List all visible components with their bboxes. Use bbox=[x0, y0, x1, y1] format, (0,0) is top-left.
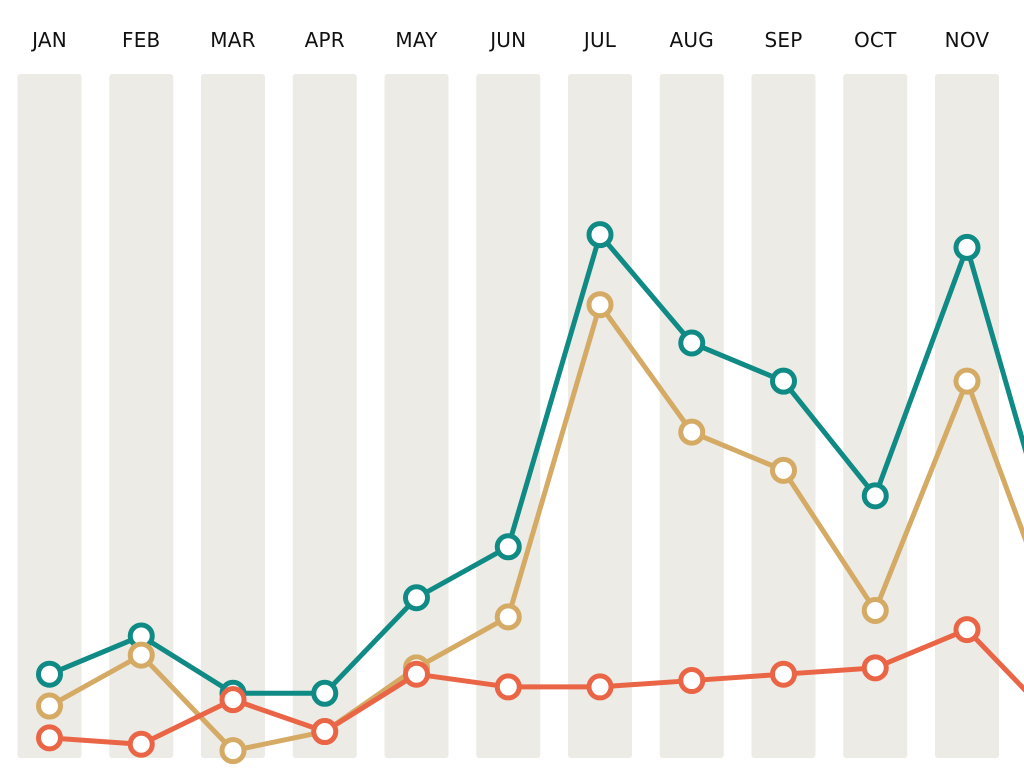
x-tick-label-jul: JUL bbox=[582, 28, 617, 52]
data-point-series-1-jun bbox=[494, 603, 522, 631]
x-tick-label-may: MAY bbox=[395, 28, 438, 52]
x-tick-label-aug: AUG bbox=[670, 28, 714, 52]
column-band-nov bbox=[935, 74, 999, 758]
x-tick-label-feb: FEB bbox=[122, 28, 160, 52]
column-bands bbox=[17, 74, 999, 758]
series-points bbox=[36, 221, 981, 765]
column-band-aug bbox=[659, 74, 724, 758]
data-point-series-0-jul bbox=[586, 221, 614, 249]
data-point-series-0-oct bbox=[861, 482, 889, 510]
data-point-series-2-aug bbox=[678, 667, 706, 695]
month-labels: JAN FEB MAR APR MAY JUN JUL AUG SEP OCT NOV bbox=[30, 28, 989, 52]
data-point-series-0-may bbox=[403, 584, 430, 612]
data-point-series-1-mar bbox=[219, 737, 247, 765]
data-point-series-0-sep bbox=[770, 367, 797, 395]
data-point-series-2-jul bbox=[586, 673, 614, 701]
column-band-jan bbox=[17, 74, 82, 758]
x-tick-label-apr: APR bbox=[305, 28, 345, 52]
series-lines bbox=[47, 232, 1024, 754]
data-point-series-0-aug bbox=[678, 329, 706, 357]
data-point-series-2-mar bbox=[219, 686, 247, 714]
x-tick-label-oct: OCT bbox=[854, 28, 897, 52]
data-point-series-2-feb bbox=[127, 730, 155, 758]
series-line-0 bbox=[47, 232, 1024, 696]
column-band-apr bbox=[292, 74, 357, 758]
x-tick-label-sep: SEP bbox=[765, 28, 803, 52]
data-point-series-2-jan bbox=[36, 724, 63, 752]
column-band-mar bbox=[201, 74, 265, 758]
series-line-1 bbox=[47, 302, 1024, 754]
data-point-series-2-sep bbox=[770, 660, 797, 688]
data-point-series-1-jul bbox=[586, 291, 614, 319]
x-tick-label-jan: JAN bbox=[30, 28, 67, 52]
x-tick-label-jun: JUN bbox=[488, 28, 526, 52]
data-point-series-1-sep bbox=[770, 456, 797, 484]
data-point-series-2-oct bbox=[861, 654, 889, 682]
data-point-series-0-jan bbox=[36, 660, 63, 688]
column-band-feb bbox=[109, 74, 174, 758]
data-point-series-0-apr bbox=[311, 679, 339, 707]
data-point-series-0-jun bbox=[494, 533, 522, 561]
data-point-series-2-may bbox=[403, 660, 430, 688]
column-band-jun bbox=[476, 74, 541, 758]
data-point-series-2-nov bbox=[953, 616, 981, 644]
data-point-series-1-nov bbox=[953, 367, 981, 395]
x-tick-label-nov: NOV bbox=[945, 28, 990, 52]
column-band-sep bbox=[751, 74, 816, 758]
data-point-series-2-jun bbox=[494, 673, 522, 701]
data-point-series-1-aug bbox=[678, 418, 706, 446]
data-point-series-1-oct bbox=[861, 596, 889, 624]
data-point-series-0-nov bbox=[953, 233, 981, 261]
x-tick-label-mar: MAR bbox=[210, 28, 255, 52]
data-point-series-1-jan bbox=[36, 692, 63, 720]
data-point-series-2-apr bbox=[311, 718, 339, 746]
series-line-2 bbox=[47, 627, 1024, 747]
column-band-jul bbox=[568, 74, 632, 758]
data-point-series-1-feb bbox=[127, 641, 155, 669]
